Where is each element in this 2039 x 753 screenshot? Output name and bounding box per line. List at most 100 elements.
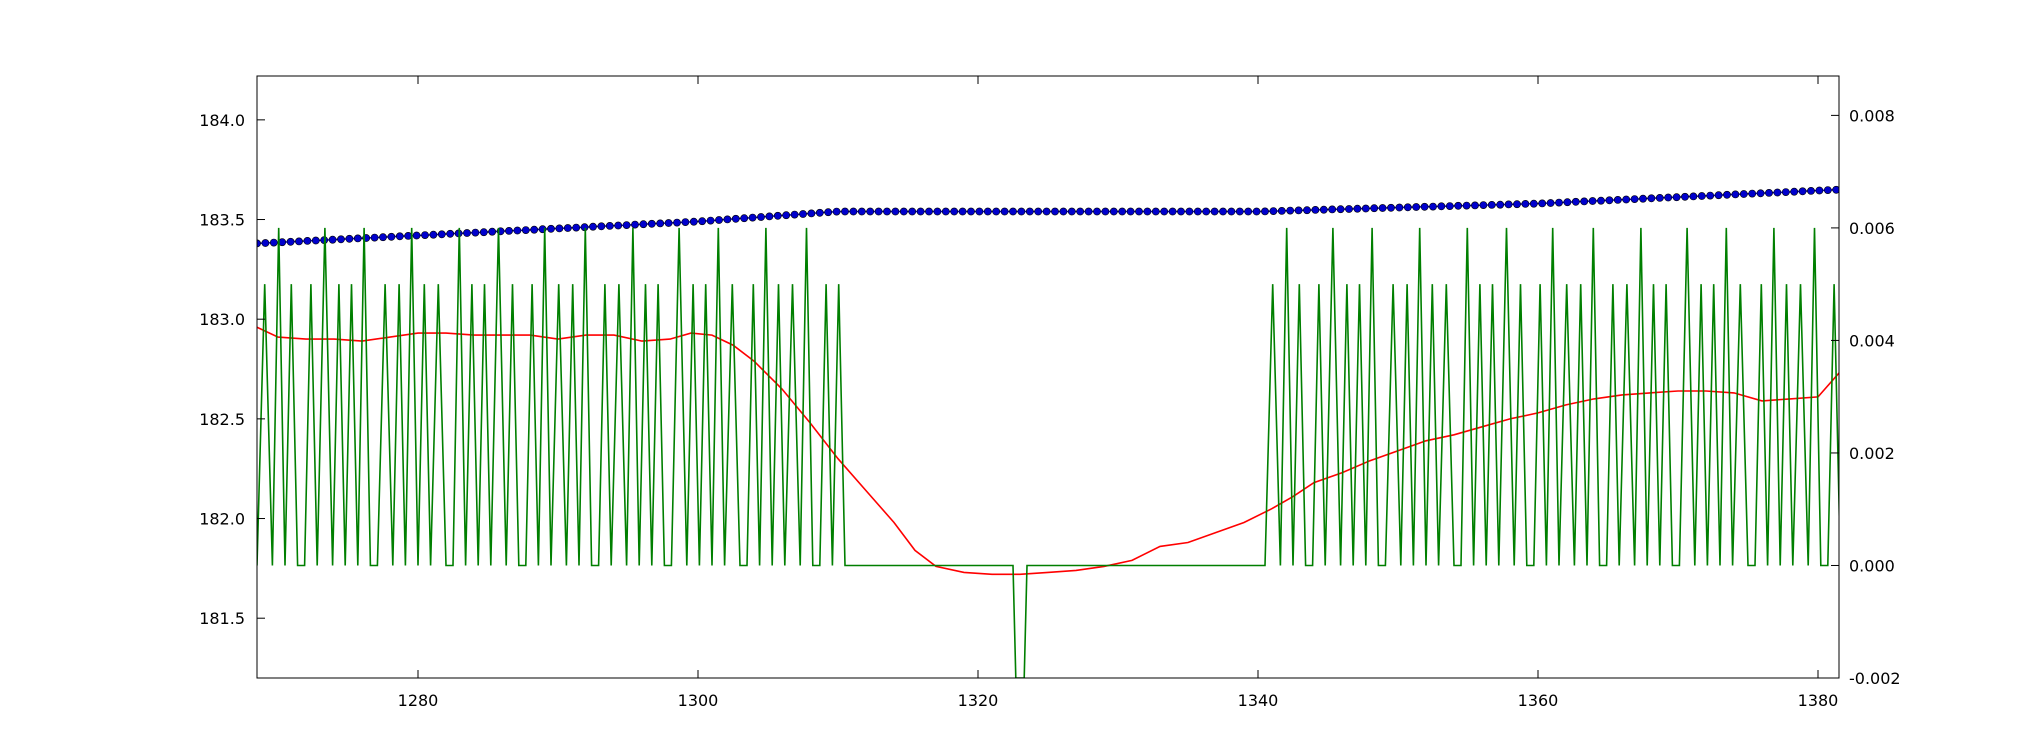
series-0-point bbox=[1277, 206, 1286, 215]
series-0-point bbox=[463, 229, 471, 237]
series-0-point bbox=[311, 236, 320, 245]
y-right-tick-label: 0.008 bbox=[1849, 106, 1895, 125]
series-0-point bbox=[1454, 201, 1463, 210]
series-0-point bbox=[1361, 204, 1370, 213]
series-0-point bbox=[1823, 186, 1832, 194]
series-0-point bbox=[1521, 199, 1530, 208]
series-0-point bbox=[1336, 205, 1345, 214]
series-0-point bbox=[1395, 203, 1404, 212]
series-0-point bbox=[1076, 207, 1085, 216]
series-0-point bbox=[1370, 204, 1379, 213]
x-tick-label: 1300 bbox=[678, 691, 719, 710]
series-0-point bbox=[832, 207, 841, 216]
series-0-point bbox=[815, 208, 824, 217]
series-0-point bbox=[505, 226, 513, 235]
series-0-point bbox=[1118, 207, 1127, 216]
series-0-point bbox=[1756, 189, 1765, 198]
series-0-point bbox=[866, 207, 875, 216]
series-0-point bbox=[1093, 207, 1101, 216]
series-0-point bbox=[269, 238, 278, 247]
series-0-point bbox=[328, 235, 337, 244]
series-0-point bbox=[1244, 207, 1253, 216]
series-0-point bbox=[765, 212, 774, 221]
series-0-point bbox=[1613, 195, 1622, 204]
series-0-point bbox=[925, 207, 933, 216]
series-0-point bbox=[1697, 192, 1706, 200]
series-0-point bbox=[1798, 187, 1807, 196]
series-0-point bbox=[975, 207, 984, 216]
series-0-point bbox=[605, 221, 614, 230]
series-0-point bbox=[1731, 190, 1740, 199]
series-0-point bbox=[1345, 205, 1353, 213]
series-0-point bbox=[1353, 204, 1362, 213]
series-0-point bbox=[1311, 205, 1320, 214]
series-0-point bbox=[1706, 191, 1715, 200]
series-0-point bbox=[429, 230, 438, 239]
y-right-tick-label: 0.000 bbox=[1849, 556, 1895, 575]
series-0-point bbox=[1647, 194, 1656, 203]
series-0-point bbox=[1387, 203, 1395, 212]
series-0-point bbox=[1135, 207, 1143, 216]
series-0-point bbox=[631, 220, 639, 229]
series-0-point bbox=[958, 207, 967, 216]
series-0-point bbox=[1437, 202, 1446, 211]
series-0-point bbox=[1025, 207, 1034, 216]
series-0-point bbox=[563, 224, 572, 232]
plot-area bbox=[257, 185, 1839, 678]
series-0-point bbox=[1462, 201, 1471, 210]
series-0-point bbox=[370, 233, 379, 242]
series-0-point bbox=[1773, 188, 1782, 197]
series-0-point bbox=[1429, 202, 1437, 211]
series-0-point bbox=[941, 207, 950, 216]
series-0-point bbox=[715, 216, 723, 224]
series-0-point bbox=[1479, 201, 1488, 209]
y-left-tick-label: 183.0 bbox=[199, 310, 245, 329]
series-1-line bbox=[257, 326, 1839, 576]
series-0-point bbox=[572, 223, 581, 232]
y-left-tick-label: 182.5 bbox=[199, 410, 245, 429]
y-left-tick-label: 182.0 bbox=[199, 510, 245, 529]
series-0-point bbox=[1303, 206, 1311, 215]
series-0-point bbox=[933, 207, 942, 216]
series-0-point bbox=[807, 209, 816, 218]
series-0-point bbox=[1067, 207, 1076, 216]
series-0-point bbox=[1177, 207, 1185, 216]
series-0-point bbox=[874, 207, 883, 216]
series-0-point bbox=[1622, 195, 1631, 204]
series-0-point bbox=[639, 220, 648, 229]
series-0-point bbox=[983, 207, 992, 216]
series-0-point bbox=[1051, 207, 1059, 216]
series-0-point bbox=[857, 207, 866, 216]
series-0-point bbox=[597, 222, 606, 231]
series-0-point bbox=[1126, 207, 1135, 216]
series-0-point bbox=[757, 213, 765, 221]
series-0-point bbox=[387, 232, 396, 241]
series-0-point bbox=[1252, 207, 1261, 216]
series-0-point bbox=[773, 211, 782, 220]
series-0-point bbox=[1723, 190, 1731, 199]
plot-frame bbox=[256, 75, 1840, 679]
series-0-point bbox=[589, 222, 597, 231]
series-0-point bbox=[908, 207, 917, 216]
series-0-point bbox=[883, 207, 891, 216]
series-0-point bbox=[412, 231, 421, 240]
y-right-tick-label: 0.002 bbox=[1849, 444, 1895, 463]
x-axis: 1280 1300 1320 1340 1360 1380 bbox=[398, 76, 1838, 710]
series-0-point bbox=[799, 210, 807, 218]
series-0-point bbox=[261, 239, 270, 247]
series-0-point bbox=[286, 237, 295, 246]
series-0-point bbox=[1580, 197, 1589, 206]
series-0-point bbox=[1403, 203, 1412, 212]
series-0-point bbox=[782, 211, 791, 220]
series-0-point bbox=[1681, 192, 1689, 201]
series-0-point bbox=[353, 234, 362, 243]
series-0-point bbox=[257, 239, 261, 248]
y-left-tick-label: 183.5 bbox=[199, 211, 245, 230]
series-0-point bbox=[1000, 207, 1009, 216]
series-0-point bbox=[1588, 197, 1597, 205]
series-0-point bbox=[1513, 200, 1521, 209]
series-0-point bbox=[1748, 189, 1757, 198]
series-0-point bbox=[1765, 188, 1773, 197]
series-0-point bbox=[1059, 207, 1068, 216]
series-0-point bbox=[1605, 196, 1614, 205]
